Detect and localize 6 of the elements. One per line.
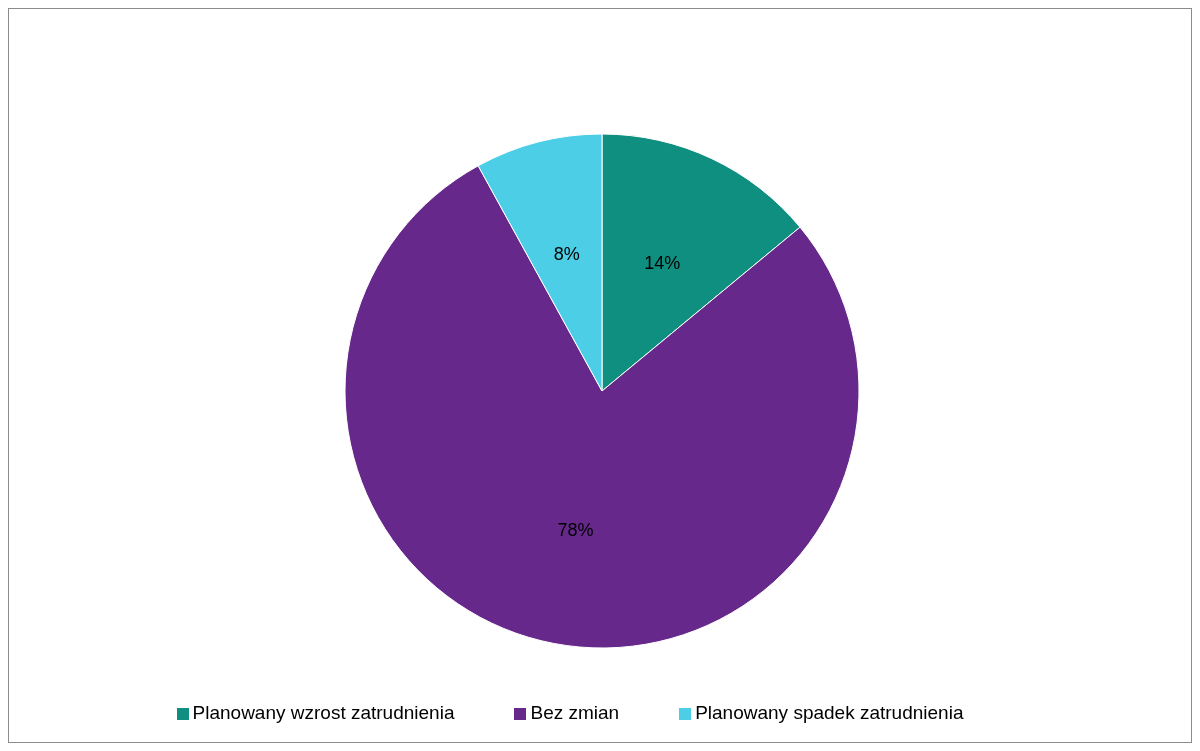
legend-label: Planowany spadek zatrudnienia bbox=[695, 702, 964, 723]
data-label: 78% bbox=[557, 519, 594, 540]
legend-label: Planowany wzrost zatrudnienia bbox=[192, 702, 455, 723]
legend-label: Bez zmian bbox=[530, 702, 620, 723]
data-label: 14% bbox=[644, 253, 681, 274]
data-label: 8% bbox=[553, 244, 580, 265]
